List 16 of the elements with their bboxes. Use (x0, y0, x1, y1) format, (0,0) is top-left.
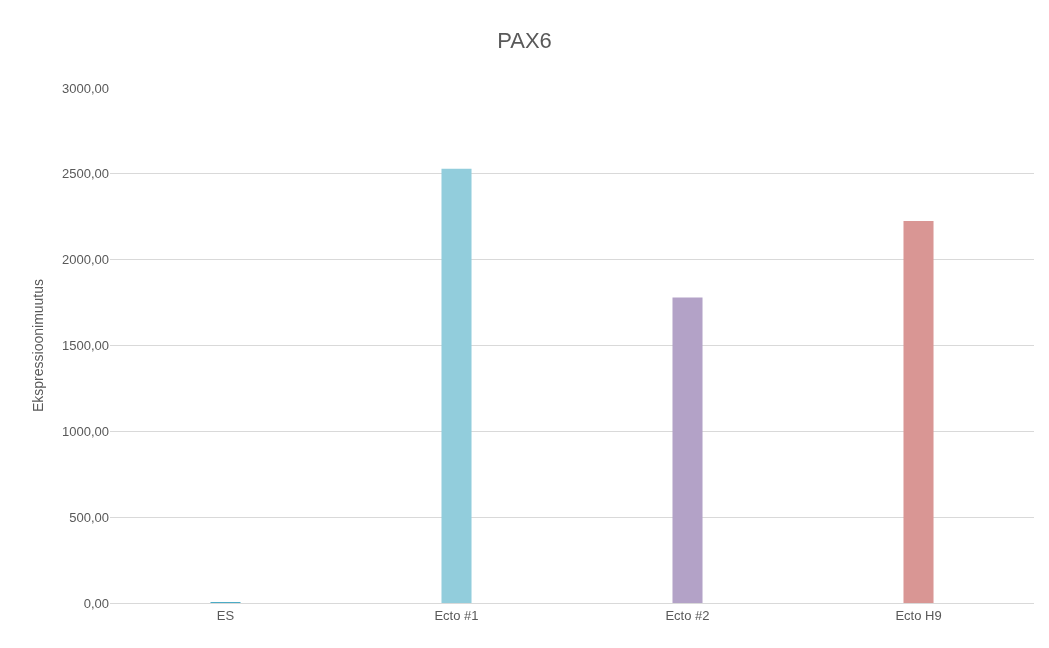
x-tick-label: Ecto H9 (895, 607, 942, 623)
y-tick-label: 1000,00 (62, 423, 109, 439)
y-tick-label: 0,00 (83, 595, 109, 611)
y-tick-label: 2000,00 (62, 252, 109, 268)
x-tick-label: Ecto #2 (665, 607, 710, 623)
bar (672, 297, 703, 603)
y-tick-label: 500,00 (69, 509, 109, 525)
y-tick-label: 2500,00 (62, 166, 109, 182)
y-tick-label: 1500,00 (62, 338, 109, 354)
x-tick-label: ES (216, 607, 235, 623)
y-tick-label: 3000,00 (62, 80, 109, 96)
bar (441, 168, 472, 603)
x-tick-label: Ecto #1 (434, 607, 479, 623)
chart-title: PAX6 (497, 27, 552, 53)
y-axis-title: Ekspressioonimuutus (29, 278, 46, 413)
bar (903, 221, 934, 603)
